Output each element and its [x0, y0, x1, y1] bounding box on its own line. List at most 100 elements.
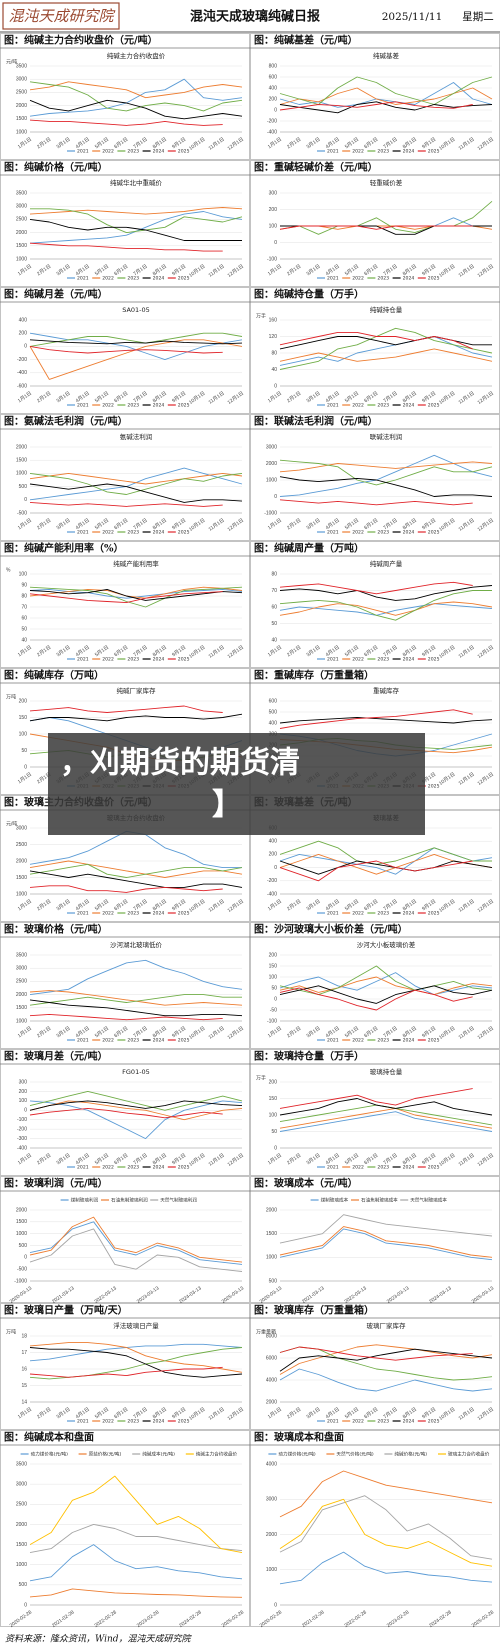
- chart-title: 纯碱产能利用率: [113, 559, 159, 568]
- y-tick-label: 300: [269, 190, 278, 196]
- legend-label: 2022: [102, 276, 114, 282]
- chart-title: 浮法玻璃日产量: [113, 1321, 159, 1330]
- legend-label: 2021: [77, 403, 89, 409]
- legend-label: 2023: [377, 1419, 389, 1425]
- y-tick-label: 0: [274, 494, 277, 500]
- series-line: [279, 87, 493, 105]
- series-line: [279, 476, 493, 497]
- y-tick-label: 1000: [16, 1231, 27, 1237]
- y-tick-label: 2500: [16, 217, 27, 223]
- y-tick-label: 8000: [266, 1333, 277, 1339]
- y-tick-label: -1000: [14, 1278, 27, 1284]
- y-tick-label: 100: [269, 974, 278, 980]
- series-line: [29, 870, 243, 888]
- legend-label: 2023: [377, 911, 389, 917]
- y-tick-label: 1000: [16, 256, 27, 262]
- series-line: [279, 709, 473, 729]
- y-tick-label: 200: [19, 331, 28, 337]
- y-tick-label: 1500: [16, 1005, 27, 1011]
- y-tick-label: 600: [269, 698, 278, 704]
- series-line: [279, 454, 493, 497]
- y-tick-label: -200: [267, 118, 277, 124]
- y-tick-label: 18: [21, 1333, 27, 1339]
- series-line: [279, 1107, 493, 1129]
- y-tick-label: 2000: [16, 230, 27, 236]
- series-line: [279, 1088, 473, 1109]
- y-tick-label: 0: [24, 344, 27, 350]
- series-line: [29, 1347, 243, 1378]
- y-tick-label: 200: [269, 96, 278, 102]
- series-line: [30, 208, 243, 234]
- y-tick-label: 1000: [16, 891, 27, 897]
- chart-title: 纯碱持仓量: [370, 305, 403, 314]
- y-tick-label: 0: [24, 764, 27, 770]
- y-tick-label: 1000: [16, 1018, 27, 1024]
- legend-label: 2021: [77, 149, 89, 155]
- legend-label: 2021: [327, 911, 339, 917]
- y-tick-label: 600: [269, 74, 278, 80]
- y-tick-label: 0: [274, 996, 277, 1002]
- y-tick-label: 500: [269, 1278, 278, 1284]
- series-line: [29, 588, 243, 601]
- series-line: [29, 1544, 243, 1582]
- overlay-box: [48, 733, 425, 835]
- series-line: [29, 1347, 243, 1380]
- legend-label: 2023: [127, 911, 139, 917]
- legend-label: 2024: [403, 1419, 415, 1425]
- chart-title: 纯碱华北中重碱价: [110, 178, 163, 187]
- unit-label: 元/吨: [6, 58, 17, 65]
- y-tick-label: 100: [269, 223, 278, 229]
- legend-label: 石油焦制玻璃成本: [361, 1197, 398, 1204]
- series-line: [279, 101, 473, 111]
- series-line: [29, 339, 243, 345]
- legend-label: 2024: [153, 1165, 165, 1171]
- y-tick-label: 3000: [16, 1481, 27, 1487]
- panel-heading: 图：纯碱周产量（万吨）: [254, 542, 364, 555]
- y-tick-label: 1500: [16, 1542, 27, 1548]
- series-line: [29, 959, 243, 996]
- legend-label: 2021: [327, 1038, 339, 1044]
- y-tick-label: 0: [274, 240, 277, 246]
- y-tick-label: 0: [274, 1145, 277, 1151]
- overlay-text: 】: [212, 788, 242, 823]
- y-tick-label: 15: [21, 1383, 27, 1389]
- y-tick-label: -200: [17, 1126, 27, 1132]
- series-line: [29, 994, 242, 1006]
- y-tick-label: 2000: [16, 1522, 27, 1528]
- legend-label: 2024: [153, 657, 165, 663]
- chart-title: 纯碱厂家库存: [117, 686, 157, 695]
- panel-heading: 图：纯碱主力合约收盘价（元/吨）: [4, 34, 158, 47]
- y-tick-label: 1500: [266, 1231, 277, 1237]
- y-tick-label: 50: [21, 626, 27, 632]
- legend-label: 2023: [377, 657, 389, 663]
- y-tick-label: 1500: [16, 243, 27, 249]
- y-tick-label: 50: [271, 621, 277, 627]
- series-line: [29, 472, 243, 485]
- y-tick-label: 40: [21, 637, 27, 643]
- y-tick-label: -100: [267, 256, 277, 262]
- legend-label: 原盐价格(元/吨): [89, 1451, 122, 1458]
- series-line: [279, 331, 473, 350]
- panel-frame: [0, 414, 250, 541]
- legend-label: 2022: [102, 149, 114, 155]
- legend-label: 2024: [403, 530, 415, 536]
- y-tick-label: 500: [19, 1243, 28, 1249]
- y-tick-label: -400: [17, 370, 27, 376]
- y-tick-label: 1500: [16, 458, 27, 464]
- y-tick-label: 1000: [16, 471, 27, 477]
- legend-label: 2023: [377, 1038, 389, 1044]
- series-line: [29, 207, 243, 215]
- panel-frame: [0, 287, 250, 414]
- y-tick-label: 2500: [16, 979, 27, 985]
- y-tick-label: 2500: [16, 90, 27, 96]
- legend-label: 2025: [178, 657, 190, 663]
- y-tick-label: -600: [17, 383, 27, 389]
- panel-frame: [0, 1049, 250, 1176]
- legend-label: 2021: [327, 1419, 339, 1425]
- legend-label: 2024: [403, 149, 415, 155]
- y-tick-label: 400: [269, 85, 278, 91]
- legend-label: 2024: [153, 403, 165, 409]
- y-tick-label: 50: [271, 1129, 277, 1135]
- chart-title: 沙河湖北玻璃低价: [110, 940, 163, 949]
